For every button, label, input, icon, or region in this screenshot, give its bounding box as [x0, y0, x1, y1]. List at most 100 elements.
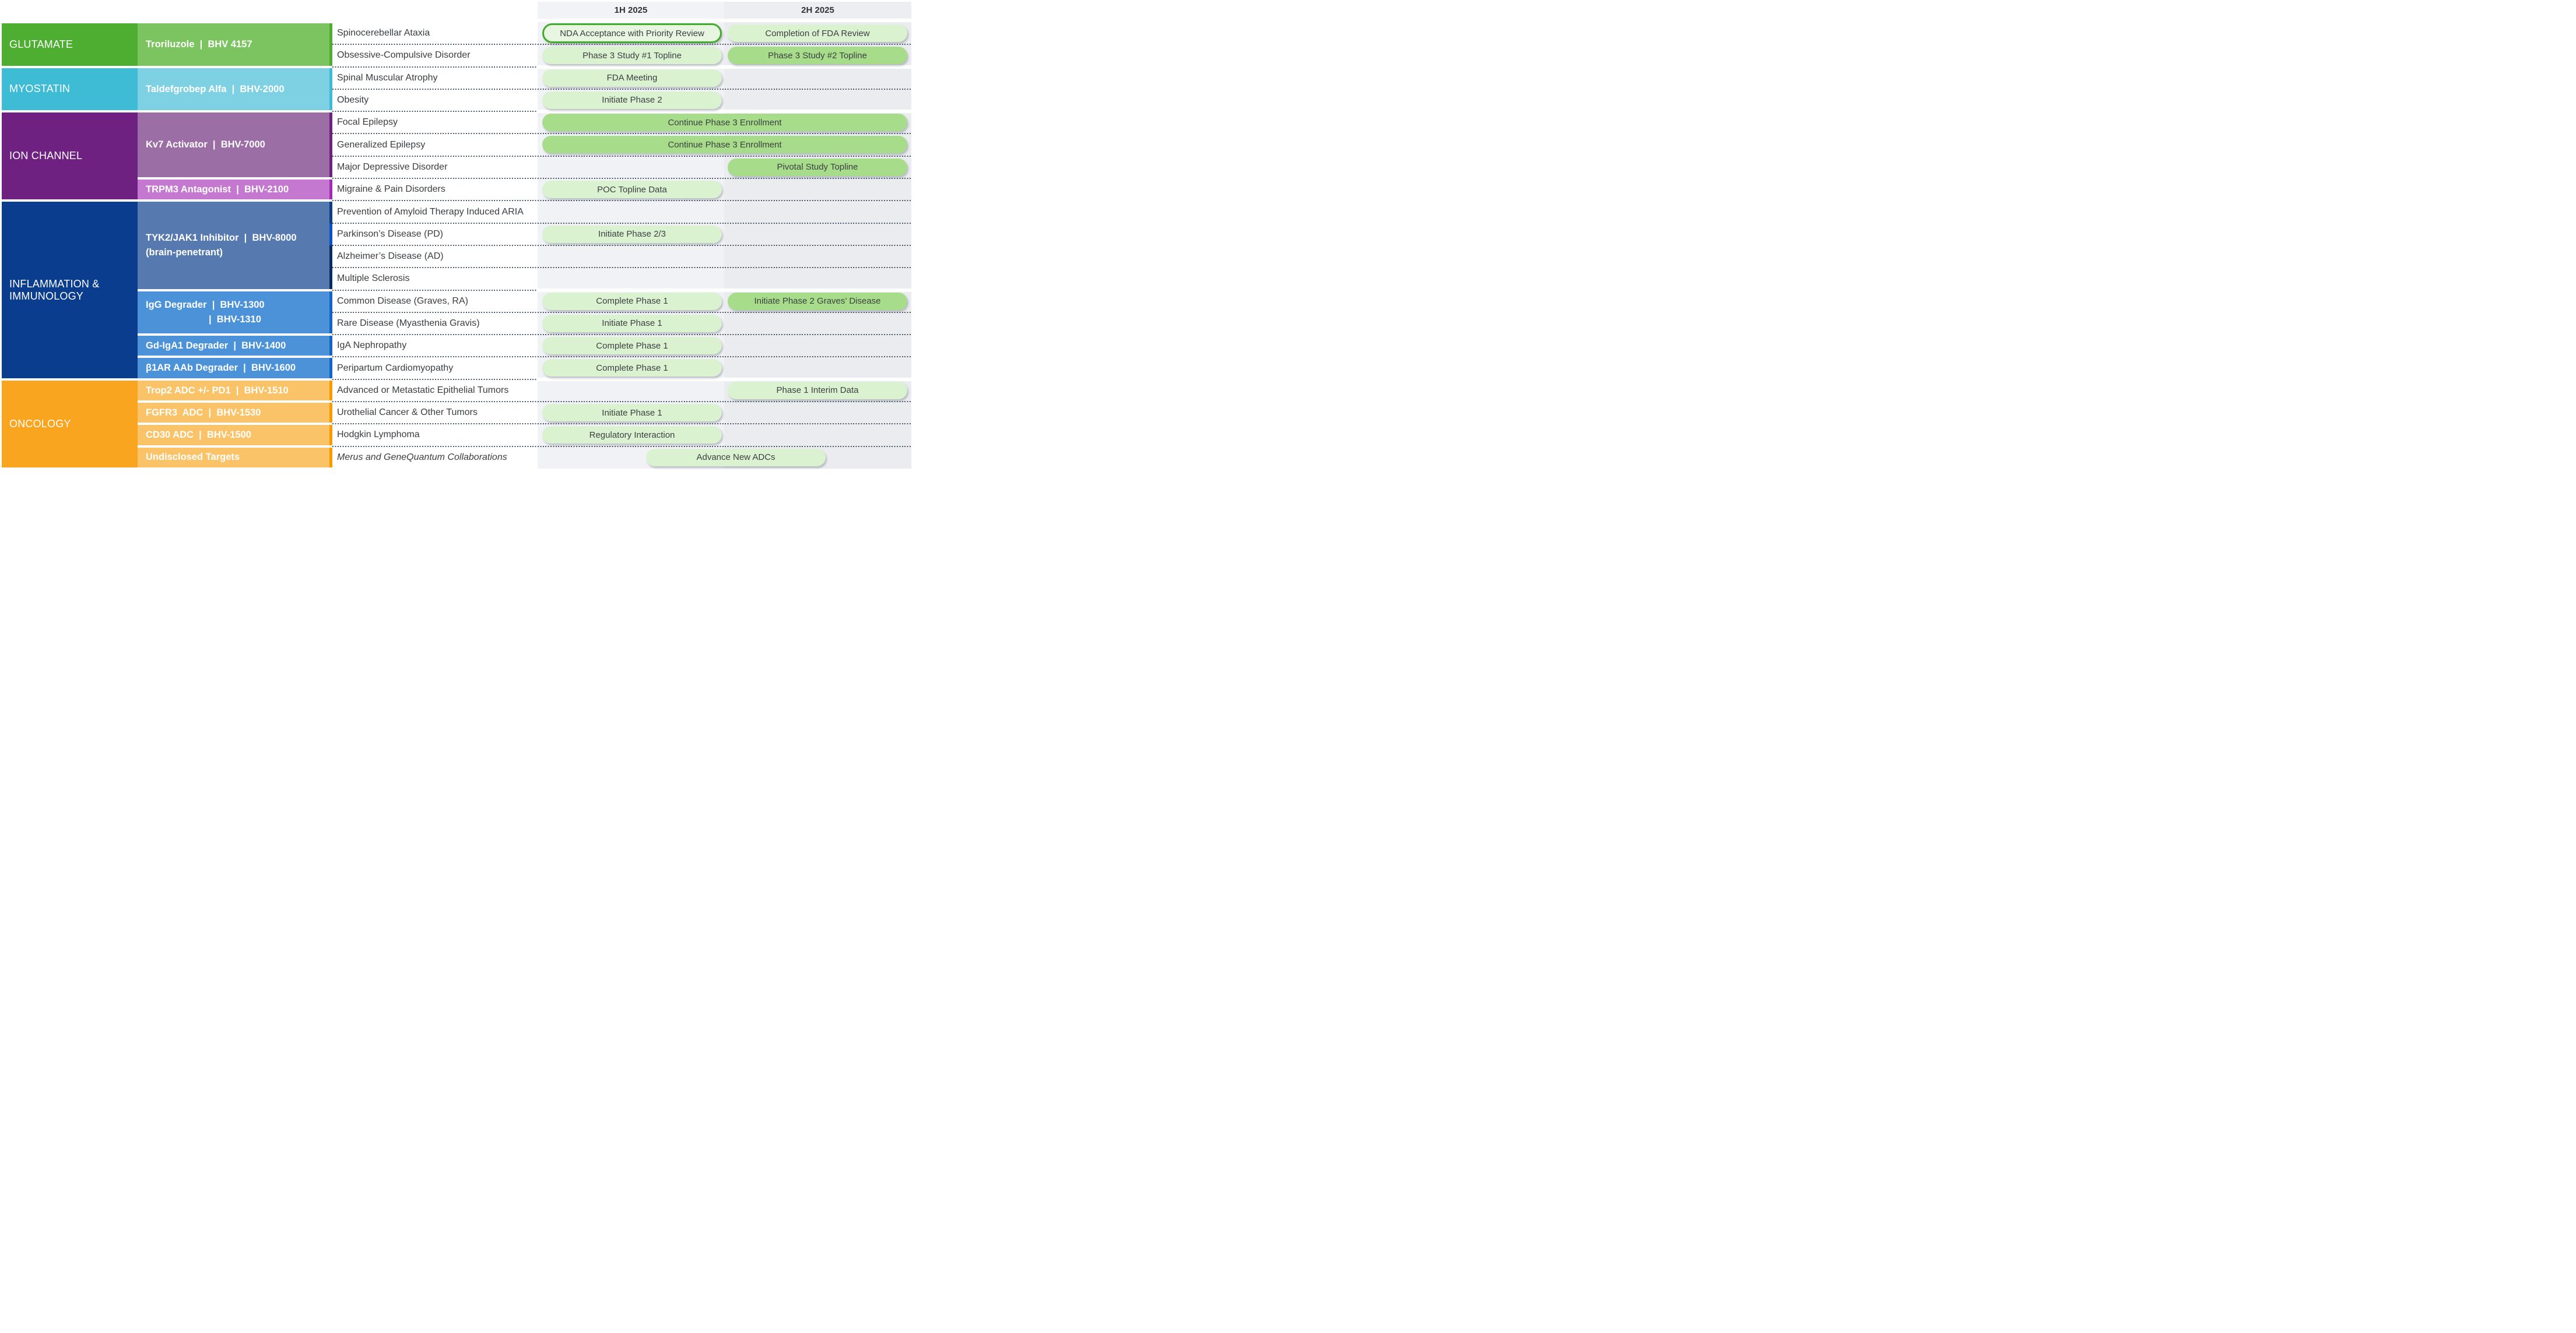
row-ocd: Obsessive-Compulsive Disorder Phase 3 St…: [332, 44, 911, 69]
drug-accent-strip: [329, 291, 332, 334]
drug-label: Taldefgrobep Alfa | BHV-2000: [146, 83, 285, 94]
milestone-pill: POC Topline Data: [542, 181, 722, 199]
pill-label: Pivotal Study Topline: [777, 162, 858, 173]
drug-accent-strip: [329, 358, 332, 378]
row-parkinsons-disease: Parkinson’s Disease (PD) Initiate Phase …: [332, 223, 911, 247]
drug-label: Kv7 Activator | BHV-7000: [146, 139, 265, 150]
indication-label: Alzheimer’s Disease (AD): [337, 251, 444, 262]
drug-label: FGFR3 ADC | BHV-1530: [146, 407, 261, 418]
milestone-pill: Continue Phase 3 Enrollment: [542, 114, 907, 132]
milestone-pill: Phase 3 Study #1 Topline: [542, 47, 722, 65]
milestone-pill: Phase 3 Study #2 Topline: [728, 47, 907, 65]
indication-label: Advanced or Metastatic Epithelial Tumors: [337, 385, 509, 395]
drug-troriluzole: Troriluzole | BHV 4157: [138, 23, 332, 66]
milestone-pill: NDA Acceptance with Priority Review: [542, 23, 722, 43]
milestone-pill: Initiate Phase 1: [542, 314, 722, 332]
indication-label: Peripartum Cardiomyopathy: [337, 363, 454, 373]
milestone-pill: Initiate Phase 1: [542, 404, 722, 422]
pill-label: Complete Phase 1: [596, 340, 668, 351]
category-inflammation: INFLAMMATION & IMMUNOLOGY: [2, 202, 138, 378]
row-advanced-metastatic-epithelial-tumors: Advanced or Metastatic Epithelial Tumors…: [332, 379, 911, 403]
category-glutamate: GLUTAMATE: [2, 23, 138, 66]
pill-label: Phase 3 Study #2 Topline: [768, 50, 867, 61]
drug-label: Undisclosed Targets: [146, 452, 240, 463]
indication-label: Merus and GeneQuantum Collaborations: [337, 452, 507, 462]
pill-label: FDA Meeting: [606, 73, 658, 83]
row-peripartum-cardiomyopathy: Peripartum Cardiomyopathy Complete Phase…: [332, 357, 911, 382]
drug-accent-strip: [329, 180, 332, 200]
category-myostatin: MYOSTATIN: [2, 68, 138, 111]
row-migraine-pain-disorders: Migraine & Pain Disorders POC Topline Da…: [332, 178, 911, 202]
milestone-pill: Completion of FDA Review: [728, 24, 907, 42]
milestone-pill: Initiate Phase 2: [542, 91, 722, 109]
indication-label: Rare Disease (Myasthenia Gravis): [337, 318, 480, 328]
indication-label: IgA Nephropathy: [337, 340, 407, 351]
pipeline-board: 1H 2025 2H 2025 GLUTAMATE MYOSTATIN ION …: [0, 0, 911, 472]
pill-label: NDA Acceptance with Priority Review: [560, 28, 704, 38]
row-multiple-sclerosis: Multiple Sclerosis: [332, 268, 911, 292]
indication-label: Urothelial Cancer & Other Tumors: [337, 407, 478, 418]
row-hodgkin-lymphoma: Hodgkin Lymphoma Regulatory Interaction: [332, 424, 911, 447]
drug-label: Trop2 ADC +/- PD1 | BHV-1510: [146, 385, 289, 396]
drug-label: TYK2/JAK1 Inhibitor | BHV-8000: [146, 233, 297, 244]
pill-label: Continue Phase 3 Enrollment: [668, 117, 782, 128]
drug-accent-strip: [329, 336, 332, 356]
drug-fgfr3-adc: FGFR3 ADC | BHV-1530: [138, 403, 332, 423]
pill-label: Phase 1 Interim Data: [776, 385, 859, 396]
milestone-pill: Phase 1 Interim Data: [728, 381, 907, 399]
drug-accent-strip: [329, 202, 332, 289]
period-header-2h: 2H 2025: [724, 2, 911, 19]
milestone-pill: Pivotal Study Topline: [728, 158, 907, 176]
pill-label: Complete Phase 1: [596, 363, 668, 373]
drug-b1ar-aab-degrader: β1AR AAb Degrader | BHV-1600: [138, 358, 332, 378]
row-aria-prevention: Prevention of Amyloid Therapy Induced AR…: [332, 201, 911, 224]
drug-label: Gd-IgA1 Degrader | BHV-1400: [146, 340, 286, 351]
row-spinal-muscular-atrophy: Spinal Muscular Atrophy FDA Meeting: [332, 67, 911, 90]
pill-label: Regulatory Interaction: [589, 430, 675, 440]
row-focal-epilepsy: Focal Epilepsy Continue Phase 3 Enrollme…: [332, 111, 911, 135]
indication-label: Generalized Epilepsy: [337, 139, 426, 150]
indication-label: Obesity: [337, 95, 369, 105]
indication-label: Prevention of Amyloid Therapy Induced AR…: [337, 206, 524, 217]
drug-igg-degrader: IgG Degrader | BHV-1300 | BHV-1310: [138, 291, 332, 334]
indication-label: Migraine & Pain Disorders: [337, 184, 445, 195]
row-spinocerebellar-ataxia: Spinocerebellar Ataxia NDA Acceptance wi…: [332, 22, 911, 45]
drug-gd-iga1-degrader: Gd-IgA1 Degrader | BHV-1400: [138, 336, 332, 356]
row-alzheimers-disease: Alzheimer’s Disease (AD): [332, 245, 911, 269]
drug-label-line2: (brain-penetrant): [146, 247, 223, 258]
row-iga-nephropathy: IgA Nephropathy Complete Phase 1: [332, 335, 911, 358]
drug-label: Troriluzole | BHV 4157: [146, 38, 252, 50]
drug-taldefgrobep: Taldefgrobep Alfa | BHV-2000: [138, 68, 332, 111]
pill-label: Initiate Phase 2 Graves’ Disease: [754, 296, 881, 307]
category-oncology: ONCOLOGY: [2, 380, 138, 467]
drug-accent-strip: [329, 425, 332, 445]
row-major-depressive-disorder: Major Depressive Disorder Pivotal Study …: [332, 156, 911, 180]
drug-label: TRPM3 Antagonist | BHV-2100: [146, 184, 289, 195]
indication-label: Parkinson’s Disease (PD): [337, 228, 443, 239]
drug-undisclosed-targets: Undisclosed Targets: [138, 447, 332, 467]
milestone-pill: Complete Phase 1: [542, 359, 722, 377]
indication-label: Major Depressive Disorder: [337, 161, 448, 172]
pill-label: Completion of FDA Review: [765, 28, 870, 38]
row-rare-disease-myasthenia-gravis: Rare Disease (Myasthenia Gravis) Initiat…: [332, 312, 911, 336]
pill-label: Initiate Phase 1: [602, 407, 662, 418]
indication-label: Hodgkin Lymphoma: [337, 430, 420, 440]
row-obesity: Obesity Initiate Phase 2: [332, 89, 911, 114]
drug-accent-strip: [329, 403, 332, 423]
drug-trpm3-antagonist: TRPM3 Antagonist | BHV-2100: [138, 180, 332, 200]
pill-label: Initiate Phase 2: [602, 95, 662, 105]
drug-label: CD30 ADC | BHV-1500: [146, 430, 251, 441]
indication-label: Spinal Muscular Atrophy: [337, 72, 438, 83]
pill-label: Advance New ADCs: [696, 452, 775, 463]
category-ion-channel: ION CHANNEL: [2, 112, 138, 200]
drug-accent-strip: [329, 112, 332, 178]
pill-label: Initiate Phase 2/3: [598, 229, 666, 240]
drug-tyk2-jak1: TYK2/JAK1 Inhibitor | BHV-8000 (brain-pe…: [138, 202, 332, 289]
pill-label: Complete Phase 1: [596, 296, 668, 307]
row-common-disease-graves-ra: Common Disease (Graves, RA) Complete Pha…: [332, 290, 911, 314]
drug-accent-strip: [329, 447, 332, 467]
milestone-pill: Continue Phase 3 Enrollment: [542, 136, 907, 154]
milestone-pill: Advance New ADCs: [646, 448, 826, 466]
milestone-pill: Regulatory Interaction: [542, 426, 722, 444]
drug-cd30-adc: CD30 ADC | BHV-1500: [138, 425, 332, 445]
